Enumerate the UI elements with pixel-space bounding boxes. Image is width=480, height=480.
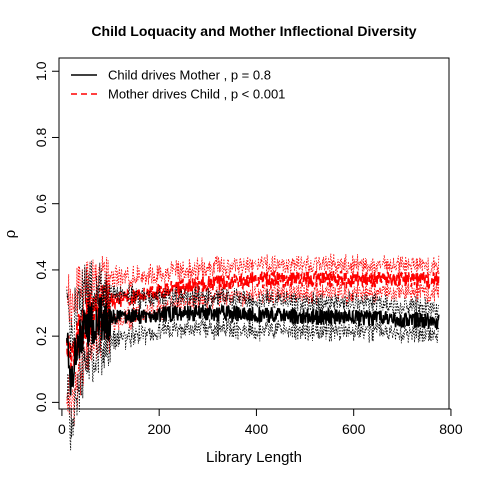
chart-title: Child Loquacity and Mother Inflectional … [91,23,416,39]
series-lower-band [66,315,440,451]
x-tick-label: 800 [439,421,463,437]
y-tick-label: 0.2 [33,326,49,346]
x-tick-label: 200 [147,421,171,437]
legend: Child drives Mother , p = 0.8 Mother dri… [71,68,285,102]
y-axis: 0.0 0.2 0.4 0.6 0.8 1.0 [33,61,60,412]
x-axis: 0 200 400 600 800 [58,408,463,437]
x-tick-label: 0 [58,421,66,437]
y-tick-label: 0.8 [33,128,49,148]
series-line [66,269,440,385]
y-tick-label: 0.4 [33,260,49,280]
x-tick-label: 600 [342,421,366,437]
plot-frame [58,57,450,410]
y-axis-label: ρ [1,229,19,238]
y-tick-label: 0.0 [33,392,49,412]
legend-label-child-drives-mother: Child drives Mother , p = 0.8 [108,68,271,83]
y-tick-label: 0.6 [33,194,49,214]
series-upper-band [66,253,440,328]
series-layer [66,253,440,451]
y-tick-label: 1.0 [33,61,49,81]
legend-label-mother-drives-child: Mother drives Child , p < 0.001 [108,87,285,102]
series-line [66,296,440,396]
x-axis-label: Library Length [206,449,302,466]
x-tick-label: 400 [245,421,269,437]
